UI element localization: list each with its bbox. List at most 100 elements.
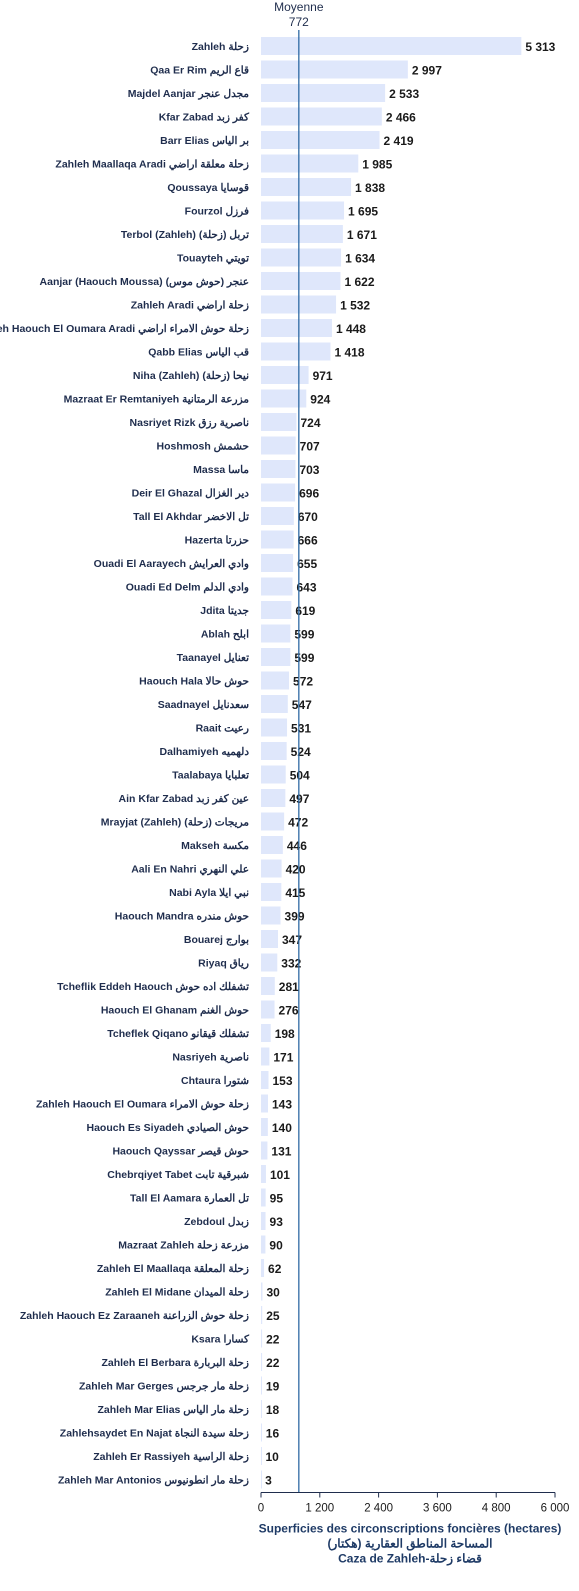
- value-label: 497: [289, 792, 309, 806]
- bar: [261, 319, 332, 337]
- value-label: 707: [300, 440, 320, 454]
- bar: [261, 554, 294, 572]
- bar: [261, 1047, 270, 1066]
- value-label: 1 448: [336, 322, 366, 336]
- value-label: 666: [298, 534, 318, 548]
- category-label: Qabb Elias قب الياس: [148, 347, 249, 359]
- value-labels: 5 313 2 997 2 533 2 466 2 419 1 985 1 838 1 695…: [265, 40, 556, 1488]
- bar: [261, 1212, 266, 1230]
- category-label: Ksara كسارا: [191, 1334, 250, 1346]
- category-label: Fourzol فرزل: [185, 206, 249, 218]
- bar: [261, 1188, 266, 1207]
- category-label: Barr Elias بر الياس: [160, 135, 249, 147]
- category-label: Deir El Ghazal دير الغزال: [132, 488, 250, 500]
- category-label: Jdita جديتا: [200, 605, 249, 617]
- x-axis-ticks: 0 1 200 2 400 3 600 4 800 6 000: [258, 1492, 569, 1515]
- bar: [261, 789, 286, 807]
- bar: [261, 1094, 269, 1113]
- value-label: 22: [266, 1356, 280, 1370]
- bar: [261, 577, 293, 596]
- category-label: Zahleh Haouch El Oumara زحلة حوش الامراء: [36, 1099, 249, 1111]
- value-label: 1 985: [362, 158, 392, 172]
- category-label: Niha (Zahleh) نيحا (زحلة): [133, 370, 249, 382]
- bar: [261, 601, 292, 619]
- value-label: 420: [286, 863, 306, 877]
- bar: [261, 671, 290, 690]
- category-label: Nasriyet Rizk ناصرية رزق: [130, 417, 250, 429]
- category-label: Haouch Hala حوش حالا: [139, 676, 249, 688]
- category-label: Mazraat Zahleh مزرعة زحلة: [118, 1240, 249, 1252]
- category-label: Makseh مكسة: [181, 840, 249, 852]
- value-label: 281: [279, 980, 299, 994]
- mean-label: Moyenne: [274, 0, 324, 14]
- category-label: Mazraat Er Remtaniyeh مزرعة الرمتانية: [64, 394, 250, 406]
- bar: [261, 201, 345, 220]
- bar: [261, 977, 275, 995]
- value-label: 655: [297, 557, 317, 571]
- value-label: 619: [295, 604, 315, 618]
- bar: [261, 836, 283, 854]
- bar: [261, 1353, 263, 1371]
- category-label: Massa ماسا: [193, 464, 249, 476]
- x-axis-title-line-1: Superficies des circonscriptions foncièr…: [259, 1522, 562, 1536]
- bar: [261, 742, 287, 760]
- category-label: Zahleh Haouch El Oumara Aradi زحلة حوش ا…: [0, 323, 249, 336]
- bar: [261, 1447, 262, 1465]
- value-label: 62: [268, 1262, 282, 1276]
- value-label: 504: [290, 769, 310, 783]
- value-label: 399: [285, 910, 305, 924]
- value-label: 131: [271, 1145, 291, 1159]
- value-label: 599: [294, 651, 314, 665]
- category-label: Mrayjat (Zahleh) مريجات (زحلة): [101, 817, 250, 829]
- category-label: Zahleh Haouch Ez Zaraaneh زحلة حوش الزرا…: [20, 1310, 249, 1322]
- category-label: Tcheflek Qiqano تشفلك قيقانو: [107, 1028, 249, 1040]
- x-tick-label: 4 800: [482, 1503, 511, 1515]
- value-label: 140: [272, 1121, 292, 1135]
- category-label: Tcheflik Eddeh Haouch تشفلك اده حوش: [57, 981, 249, 993]
- value-label: 101: [270, 1168, 290, 1182]
- bar: [261, 37, 522, 55]
- category-label: Hazerta حزرتا: [185, 535, 250, 547]
- bar: [261, 1329, 263, 1348]
- value-label: 171: [273, 1051, 293, 1065]
- category-label: Qaa Er Rim قاع الريم: [150, 65, 249, 77]
- value-label: 2 997: [412, 64, 442, 78]
- bar: [261, 366, 309, 384]
- bar: [261, 413, 297, 431]
- bar: [261, 1306, 263, 1324]
- category-label: Zahleh El Midane زحلة الميدان: [105, 1287, 249, 1299]
- bar: [261, 225, 343, 243]
- value-label: 143: [272, 1098, 292, 1112]
- category-label: Saadnayel سعدنايل: [158, 699, 249, 711]
- value-label: 1 532: [340, 299, 370, 313]
- bar: [261, 624, 291, 643]
- category-label: Touayteh تويتي: [177, 253, 249, 266]
- value-label: 19: [266, 1380, 280, 1394]
- x-axis-title-line-2: المساحة المناطق العقارية (هكتار): [328, 1537, 493, 1552]
- category-label: Zahleh Mar Gerges زحلة مار جرجس: [79, 1381, 249, 1393]
- value-label: 1 671: [347, 228, 377, 242]
- x-tick-label: 0: [258, 1503, 264, 1515]
- value-label: 1 695: [348, 205, 378, 219]
- bar: [261, 342, 331, 361]
- value-label: 332: [281, 957, 301, 971]
- category-label: Zebdoul زبدل: [184, 1216, 249, 1228]
- category-label: Zahleh Maallaqa Aradi زحلة معلقة اراضي: [55, 159, 249, 172]
- category-label: Zahleh El Berbara زحلة البربارة: [101, 1357, 249, 1369]
- category-label: Chtaura شتورا: [181, 1075, 249, 1087]
- value-label: 446: [287, 839, 307, 853]
- category-label: Tall El Akhdar تل الاخضر: [133, 511, 249, 523]
- category-label: Zahleh Aradi زحلة اراضي: [131, 300, 249, 313]
- value-label: 18: [266, 1403, 280, 1417]
- bar: [261, 389, 307, 408]
- category-labels: Zahleh زحلة Qaa Er Rim قاع الريم Majdel Aa…: [0, 41, 250, 1487]
- bar: [261, 1165, 266, 1183]
- value-label: 95: [270, 1192, 284, 1206]
- bar: [261, 248, 342, 267]
- x-tick-label: 1 200: [305, 1503, 334, 1515]
- category-label: Taalabaya تعلبايا: [172, 770, 249, 782]
- value-label: 1 418: [334, 346, 364, 360]
- value-label: 1 634: [345, 252, 375, 266]
- bar: [261, 1259, 265, 1277]
